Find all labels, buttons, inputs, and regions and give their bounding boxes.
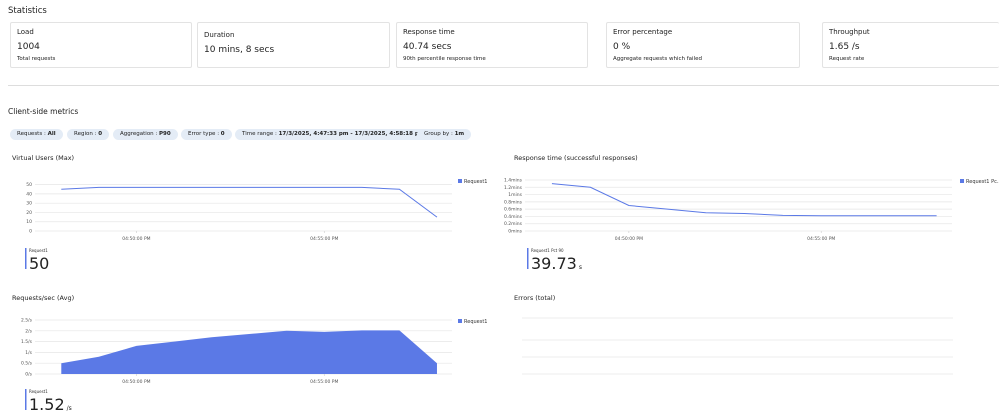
y-tick-label: 40 — [26, 191, 32, 197]
filter-label: Aggregation : — [120, 131, 160, 137]
stat-card: Load 1004 Total requests — [10, 22, 192, 68]
y-tick-label: 1.5/s — [21, 339, 33, 345]
y-tick-label: 1.4mins — [504, 178, 523, 184]
stat-card: Duration 10 mins, 8 secs — [197, 22, 390, 68]
chart-title: Requests/sec (Avg) — [12, 294, 74, 302]
filter-value: 0 — [220, 131, 225, 137]
x-tick-label: 04:55:00 PM — [310, 379, 338, 385]
stat-card: Response time 40.74 secs 90th percentile… — [396, 22, 588, 68]
stat-card: Error percentage 0 % Aggregate requests … — [606, 22, 800, 68]
area — [61, 330, 437, 374]
chart-title: Virtual Users (Max) — [12, 154, 74, 162]
summary-number: 1.52 — [29, 395, 65, 414]
card-value: 0 % — [613, 42, 631, 52]
y-tick-label: 20 — [26, 210, 32, 216]
chart-title: Response time (successful responses) — [514, 154, 638, 162]
y-tick-label: 10 — [26, 219, 32, 225]
line — [61, 186, 438, 218]
filter-pill[interactable]: Aggregation : P90 — [113, 129, 178, 140]
filter-value: 1m — [454, 131, 465, 137]
card-value: 40.74 secs — [403, 42, 452, 52]
y-tick-label: 0/s — [25, 372, 32, 378]
section-title: Client-side metrics — [8, 107, 79, 116]
legend-label: Request1 — [464, 179, 488, 185]
filter-value: 0 — [98, 131, 103, 137]
y-tick-label: 1mins — [508, 192, 522, 198]
legend-swatch — [458, 179, 462, 183]
summary-number: 39.73 — [531, 254, 577, 273]
card-description: Aggregate requests which failed — [613, 56, 702, 62]
y-tick-label: 0.5/s — [21, 361, 33, 367]
card-label: Load — [17, 28, 34, 36]
legend-label: Request1 — [464, 319, 488, 325]
x-tick-label: 04:50:00 PM — [122, 379, 150, 385]
card-description: Total requests — [17, 56, 56, 62]
filter-label: Time range : — [242, 131, 279, 137]
card-label: Duration — [204, 31, 235, 39]
card-label: Throughput — [829, 28, 870, 36]
filter-pill[interactable]: Requests : All — [10, 129, 63, 140]
card-value: 10 mins, 8 secs — [204, 45, 275, 55]
y-tick-label: 50 — [26, 182, 32, 188]
filter-pill[interactable]: Region : 0 — [67, 129, 110, 140]
x-tick-label: 04:50:00 PM — [615, 236, 643, 242]
filter-label: Group by : — [424, 131, 455, 137]
summary-bar — [527, 248, 529, 269]
filter-label: Region : — [74, 131, 99, 137]
section-title: Statistics — [8, 6, 47, 16]
summary-number: 50 — [29, 254, 49, 273]
card-description: Request rate — [829, 56, 865, 62]
y-tick-label: 0.8mins — [504, 199, 523, 205]
summary-label: Request1 Pct 90 — [531, 248, 564, 253]
y-tick-label: 0mins — [508, 229, 522, 235]
y-tick-label: 0.2mins — [504, 221, 523, 227]
card-label: Response time — [403, 28, 455, 36]
x-tick-label: 04:55:00 PM — [310, 236, 338, 242]
y-tick-label: 2.5/s — [21, 318, 33, 324]
x-tick-label: 04:55:00 PM — [807, 236, 835, 242]
filter-value: All — [47, 131, 56, 137]
card-description: 90th percentile response time — [403, 56, 486, 62]
filter-label: Error type : — [188, 131, 221, 137]
separator — [8, 85, 999, 86]
summary-value: 1.52/s — [29, 395, 72, 414]
y-tick-label: 0.6mins — [504, 207, 523, 213]
line — [551, 183, 937, 217]
card-value: 1.65 /s — [829, 42, 860, 52]
summary-unit: /s — [67, 405, 72, 412]
summary-bar — [25, 389, 27, 410]
stat-card: Throughput 1.65 /s Request rate — [822, 22, 999, 68]
y-tick-label: 1.2mins — [504, 185, 523, 191]
summary-unit: s — [579, 264, 582, 271]
y-tick-label: 30 — [26, 201, 32, 207]
y-tick-label: 0.4mins — [504, 214, 523, 220]
filter-label: Requests : — [17, 131, 48, 137]
y-tick-label: 0 — [29, 229, 32, 235]
summary-value: 50 — [29, 254, 49, 273]
chart-title: Errors (total) — [514, 294, 555, 302]
summary-label: Request1 — [29, 248, 48, 253]
filter-value: 17/3/2025, 4:47:33 pm - 17/3/2025, 4:58:… — [278, 131, 425, 137]
filter-pill[interactable]: Time range : 17/3/2025, 4:47:33 pm - 17/… — [235, 129, 432, 140]
legend-swatch — [458, 319, 462, 323]
legend-label: Request1 Pc... — [966, 179, 999, 185]
filter-pill[interactable]: Group by : 1m — [417, 129, 472, 140]
summary-value: 39.73 s — [531, 254, 582, 273]
y-tick-label: 2/s — [25, 328, 32, 334]
y-tick-label: 1/s — [25, 350, 32, 356]
legend-swatch — [960, 179, 964, 183]
card-label: Error percentage — [613, 28, 673, 36]
card-value: 1004 — [17, 42, 40, 52]
filter-value: P90 — [159, 131, 171, 137]
filter-pill[interactable]: Error type : 0 — [181, 129, 232, 140]
summary-bar — [25, 248, 27, 269]
x-tick-label: 04:50:00 PM — [122, 236, 150, 242]
summary-label: Request1 — [29, 389, 48, 394]
